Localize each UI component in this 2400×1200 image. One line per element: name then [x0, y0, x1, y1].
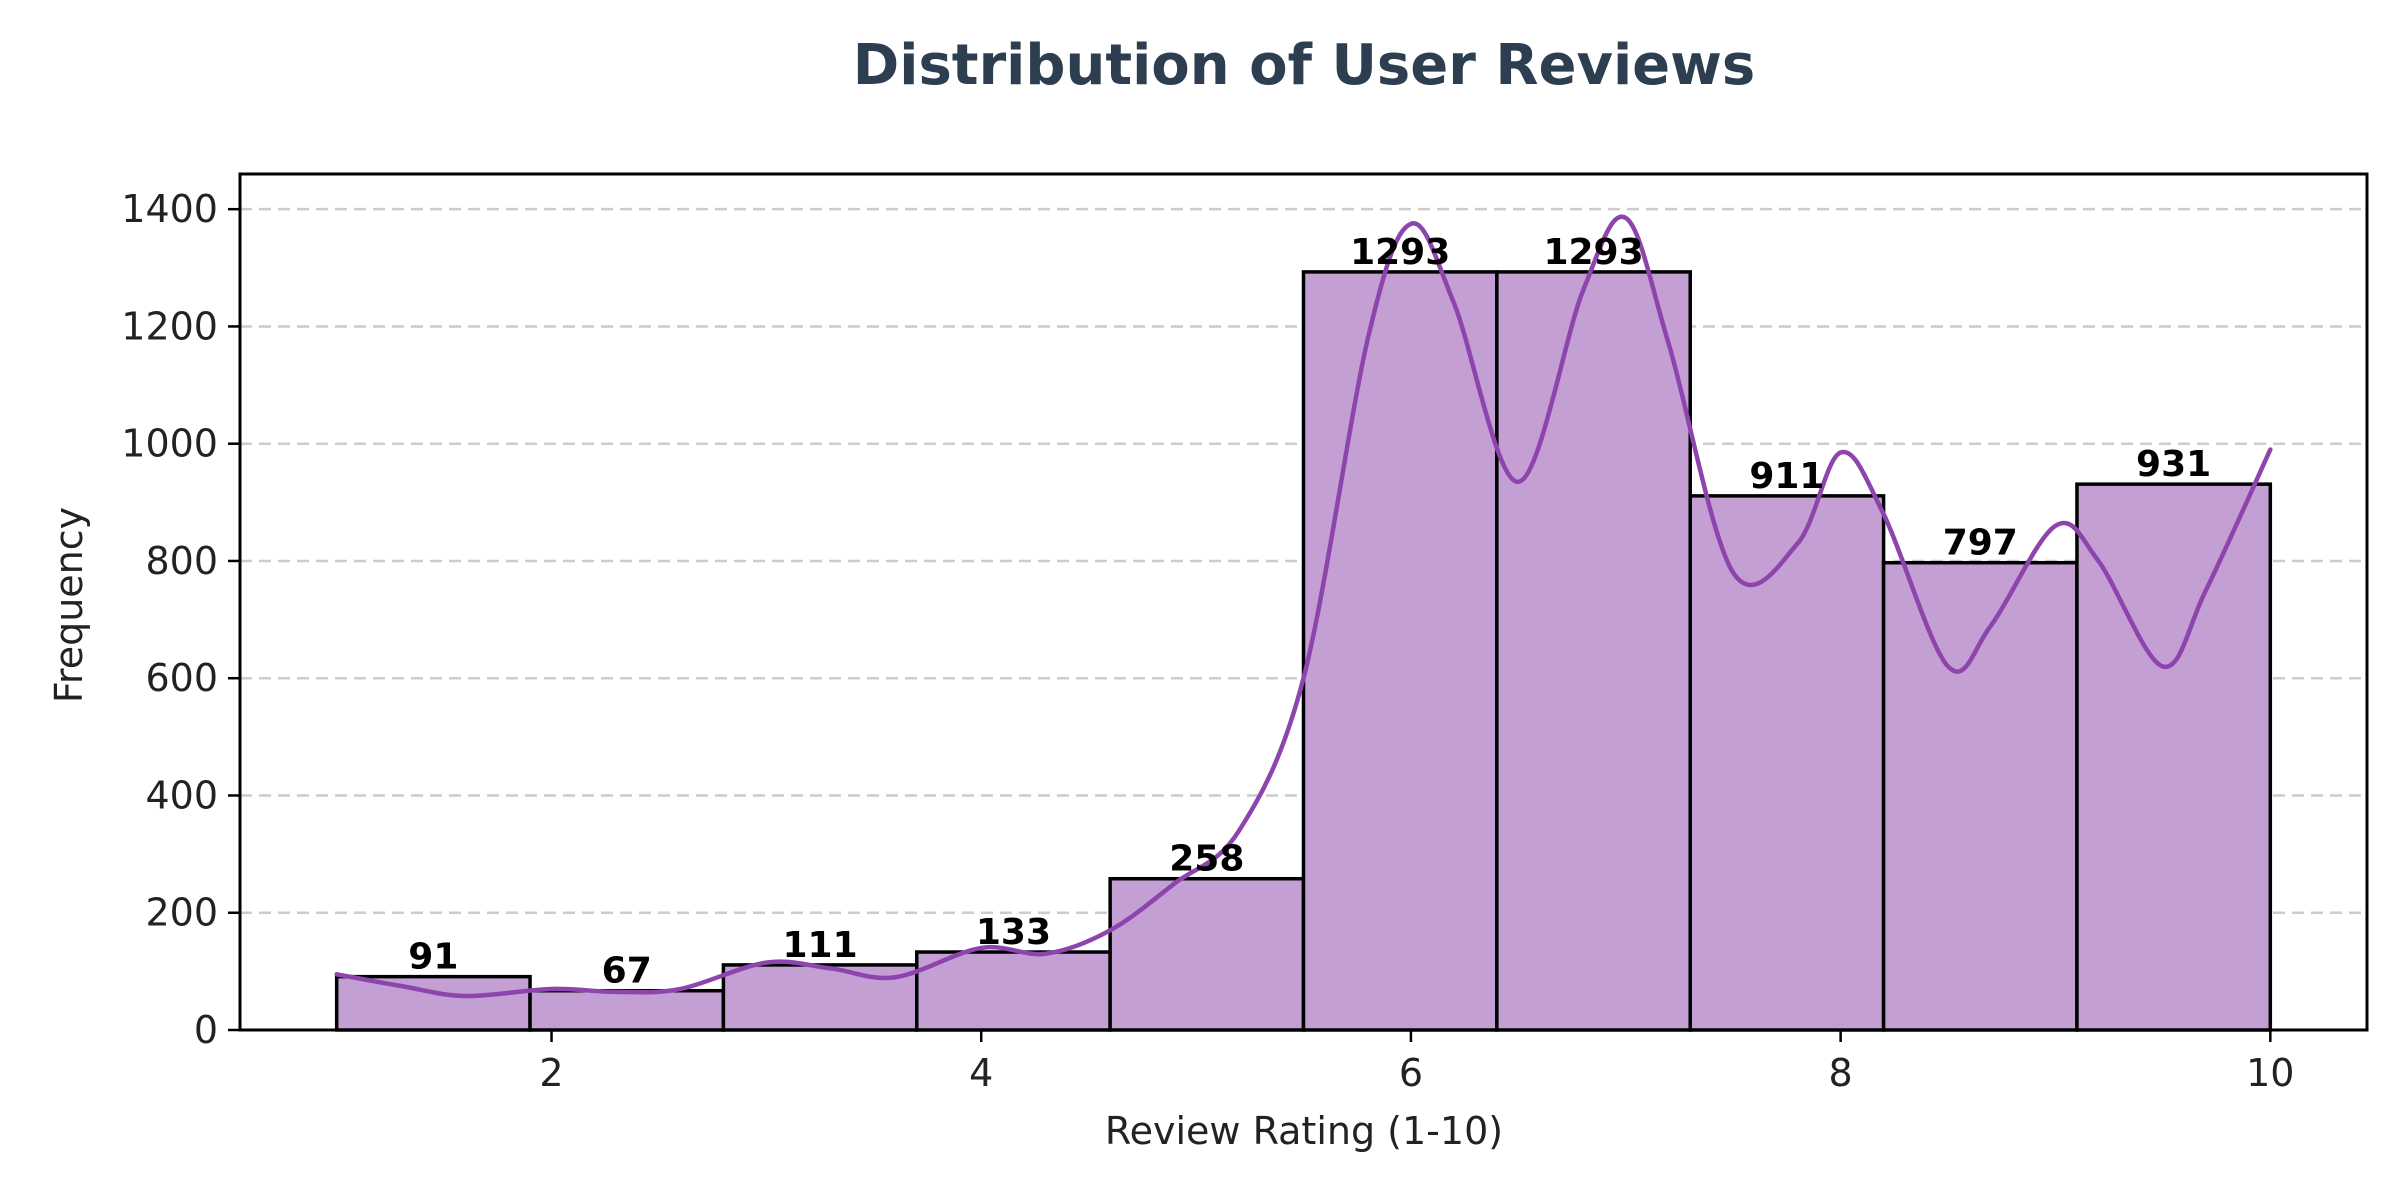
- x-axis-label: Review Rating (1-10): [1105, 1109, 1503, 1153]
- histogram-bar: [1301, 270, 1499, 1032]
- y-axis-ticks: 0 200 400 600 800 1000 1200 1400: [121, 187, 240, 1052]
- bar-value-label: 911: [1749, 456, 1824, 497]
- histogram-bar: [334, 974, 532, 1032]
- bar-value-label: 133: [976, 912, 1051, 953]
- bar-value-label: 931: [2136, 444, 2211, 485]
- y-tick-label: 1000: [121, 422, 218, 466]
- density-curve: [334, 214, 2273, 999]
- histogram-bar: [1688, 494, 1886, 1032]
- y-tick-label: 200: [145, 891, 218, 935]
- plot-frame: [238, 172, 2369, 1032]
- bar-value-label: 1293: [1543, 232, 1643, 273]
- x-tick-label: 6: [1399, 1051, 1423, 1095]
- y-tick-label: 1200: [121, 304, 218, 348]
- density-curve-line: [334, 214, 2273, 999]
- x-tick-label: 8: [1829, 1051, 1853, 1095]
- x-tick-label: 2: [539, 1051, 563, 1095]
- x-tick-label: 4: [969, 1051, 993, 1095]
- bar-value-labels: 91 67 111 133 258 1293 1293 911 797 931: [408, 232, 2211, 992]
- y-tick-label: 0: [194, 1008, 218, 1052]
- bar-value-label: 1293: [1350, 232, 1450, 273]
- y-tick-label: 400: [145, 773, 218, 817]
- y-tick-label: 600: [145, 656, 218, 700]
- histogram-bar: [915, 950, 1112, 1032]
- bar-value-label: 258: [1169, 839, 1244, 880]
- histogram-bar: [721, 963, 919, 1032]
- histogram-bar: [1495, 270, 1692, 1032]
- chart-title: Distribution of User Reviews: [853, 33, 1755, 98]
- histogram-bar: [2075, 482, 2273, 1032]
- y-axis-label: Frequency: [47, 507, 91, 703]
- bar-value-label: 797: [1943, 523, 2018, 564]
- bar-value-label: 67: [602, 951, 652, 992]
- bar-value-label: 91: [408, 937, 458, 978]
- x-tick-label: 10: [2246, 1051, 2294, 1095]
- histogram-bar: [1108, 876, 1306, 1032]
- histogram-bar: [528, 988, 726, 1032]
- x-axis-ticks: 2 4 6 8 10: [539, 1030, 2294, 1095]
- bar-value-label: 111: [783, 925, 858, 966]
- histogram-bars: [334, 270, 2273, 1032]
- y-tick-label: 800: [145, 539, 218, 583]
- y-tick-label: 1400: [121, 187, 218, 231]
- histogram-bar: [1881, 560, 2079, 1032]
